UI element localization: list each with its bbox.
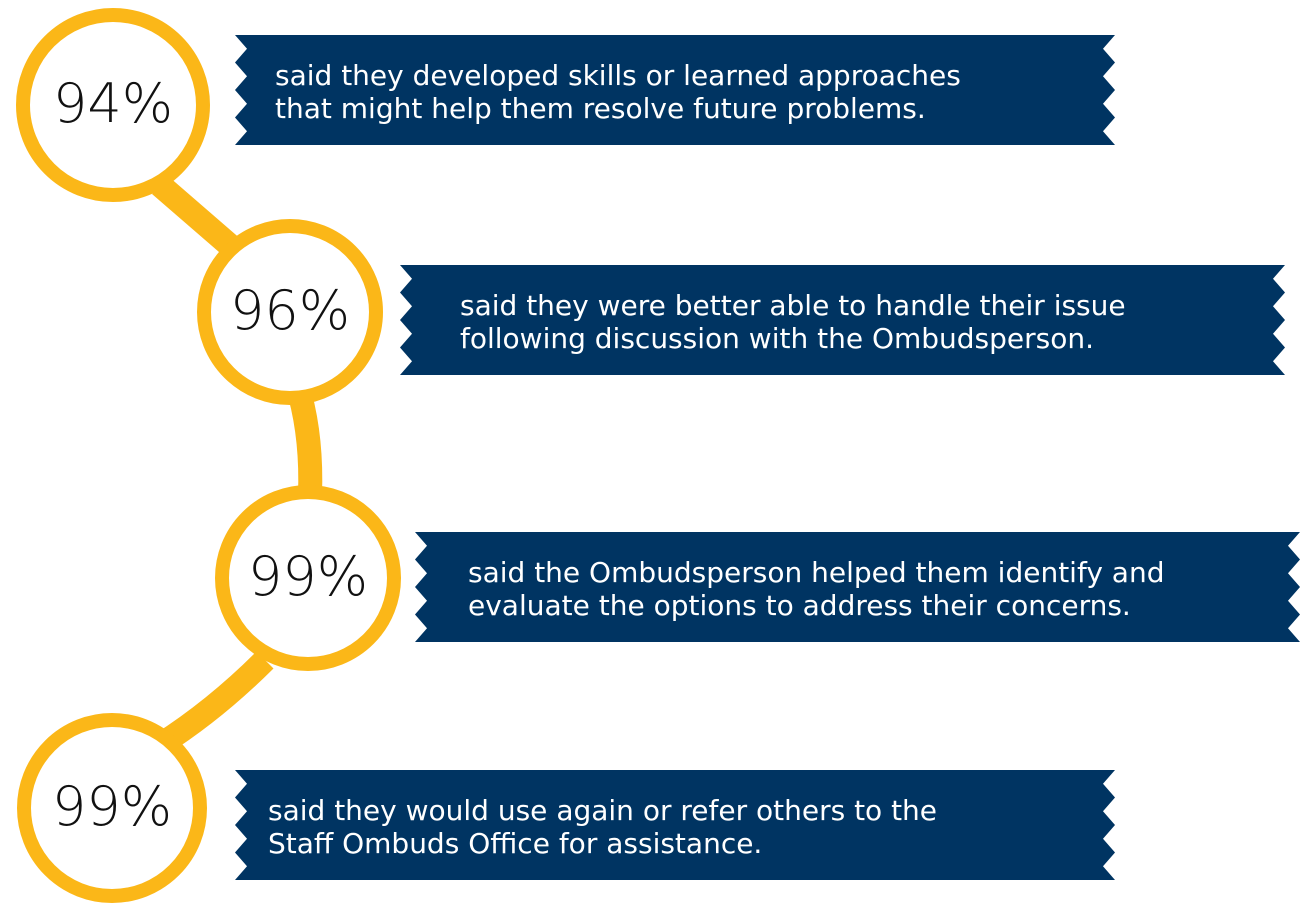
description: said they would use again or refer other… bbox=[268, 794, 937, 827]
ring bbox=[17, 713, 207, 903]
description: following discussion with the Ombudspers… bbox=[460, 322, 1094, 355]
description: that might help them resolve future prob… bbox=[275, 92, 926, 125]
connector bbox=[288, 391, 323, 496]
connector bbox=[152, 175, 243, 260]
connector bbox=[153, 651, 274, 756]
percent: 96% bbox=[230, 279, 350, 342]
description: Staff Ombuds Office for assistance. bbox=[268, 827, 762, 860]
circles: 94% 96% 99% 99% bbox=[16, 8, 401, 903]
description: said the Ombudsperson helped them identi… bbox=[468, 556, 1164, 589]
ring bbox=[197, 219, 383, 405]
percent: 99% bbox=[248, 545, 368, 608]
description: said they were better able to handle the… bbox=[460, 289, 1126, 322]
ring bbox=[215, 485, 401, 671]
banner bbox=[415, 532, 1300, 642]
description: said they developed skills or learned ap… bbox=[275, 59, 961, 92]
banner bbox=[235, 770, 1115, 880]
description: evaluate the options to address their co… bbox=[468, 589, 1131, 622]
banner bbox=[235, 35, 1115, 145]
percent: 94% bbox=[53, 72, 173, 135]
banner bbox=[400, 265, 1285, 375]
percent: 99% bbox=[52, 775, 172, 838]
ring bbox=[16, 8, 210, 202]
banners: said they developed skills or learned ap… bbox=[235, 35, 1300, 880]
